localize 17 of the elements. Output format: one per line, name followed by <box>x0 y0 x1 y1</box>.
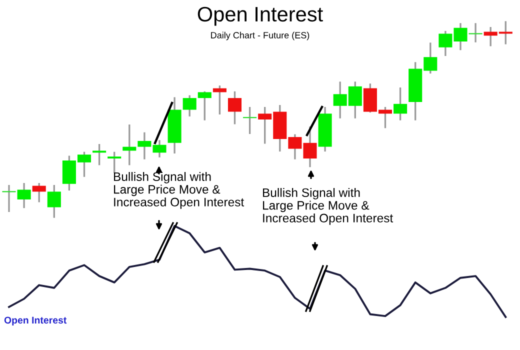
candlestick <box>92 144 106 166</box>
candlestick <box>228 91 242 124</box>
annotation: Bullish Signal with Large Price Move & Increased Open Interest <box>263 188 394 225</box>
text: Open Interest <box>4 316 67 326</box>
candlestick <box>122 124 136 166</box>
candlestick <box>212 86 226 114</box>
candlestick <box>468 23 482 42</box>
annotation: Bullish Signal with Large Price Move & Increased Open Interest <box>114 172 244 209</box>
candlestick <box>47 184 61 218</box>
candlestick <box>17 183 31 208</box>
candlestick <box>394 87 408 120</box>
text: Daily Chart - Future (ES) <box>211 32 310 40</box>
candlestick <box>198 91 212 120</box>
chart-title: Open Interest <box>198 6 323 26</box>
candlestick <box>108 152 122 173</box>
candlestick <box>32 183 46 202</box>
candlestick <box>182 95 196 116</box>
